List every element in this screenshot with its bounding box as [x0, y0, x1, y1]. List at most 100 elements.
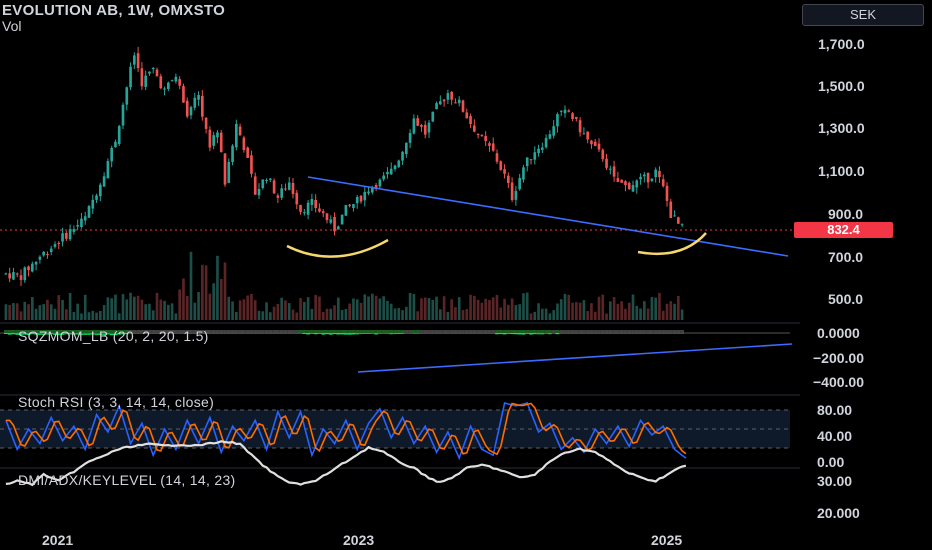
candle-body	[650, 178, 654, 182]
volume-bar	[624, 308, 627, 320]
squeeze-dot	[245, 330, 250, 333]
volume-bar	[355, 299, 359, 320]
squeeze-bar	[650, 333, 654, 334]
squeeze-dot	[502, 330, 507, 333]
squeeze-dot	[283, 330, 288, 333]
squeeze-dot	[600, 330, 605, 333]
volume-bar	[510, 298, 514, 320]
squeeze-bar	[272, 333, 276, 334]
volume-bar	[616, 303, 620, 320]
squeeze-bar	[600, 333, 605, 334]
squeeze-bar	[162, 333, 167, 334]
squeeze-dot	[294, 330, 299, 333]
squeeze-bar	[313, 332, 318, 335]
candle-body	[318, 208, 321, 212]
squeeze-bar	[661, 333, 666, 334]
volume-bar	[68, 292, 72, 320]
squeeze-dot	[211, 330, 216, 333]
squeeze-dot	[665, 330, 669, 333]
volume-bar	[216, 255, 219, 320]
squeeze-dot	[521, 330, 526, 333]
squeeze-dot	[638, 330, 643, 333]
squeeze-dot	[113, 330, 118, 333]
candle-body	[189, 107, 193, 116]
squeeze-trendline	[357, 343, 793, 373]
squeeze-dot	[517, 330, 522, 333]
squeeze-dot	[548, 330, 552, 333]
volume-bar	[155, 292, 159, 320]
squeeze-dot	[642, 330, 647, 333]
squeeze-dot	[582, 330, 586, 333]
candle-body	[287, 182, 291, 190]
candle-body	[544, 137, 548, 148]
volume-bar	[291, 309, 295, 320]
volume-bar	[129, 292, 132, 320]
candle-body	[185, 100, 189, 117]
volume-bar	[401, 310, 404, 320]
squeeze-dot	[279, 330, 284, 333]
squeeze-dot	[430, 330, 435, 333]
volume-bar	[597, 296, 601, 320]
squeeze-dot	[181, 330, 186, 333]
candle-body	[624, 181, 627, 186]
squeeze-dot	[491, 330, 496, 333]
candle-body	[601, 149, 605, 160]
candle-body	[578, 120, 582, 133]
squeeze-dot	[672, 330, 677, 333]
candle-body	[461, 100, 465, 112]
squeeze-dot	[151, 330, 156, 333]
squeeze-dot	[75, 330, 80, 333]
candle-body	[238, 126, 242, 136]
candle-body	[680, 224, 684, 226]
candle-body	[235, 123, 238, 148]
volume-bar	[518, 304, 521, 320]
squeeze-dot	[529, 330, 533, 333]
squeeze-bar	[442, 333, 446, 334]
last-price-label: 832.4	[794, 222, 893, 238]
volume-bar	[503, 298, 506, 320]
squeeze-dot	[608, 330, 613, 333]
squeeze-indicator-label[interactable]: SQZMOM_LB (20, 2, 20, 1.5)	[18, 328, 209, 344]
candle-body	[46, 254, 49, 256]
squeeze-dot	[366, 330, 371, 333]
squeeze-dot	[362, 330, 367, 333]
candle-body	[518, 177, 521, 190]
squeeze-bar	[219, 333, 224, 334]
squeeze-bar	[396, 332, 401, 334]
volume-bar	[567, 294, 571, 320]
currency-button[interactable]: SEK	[802, 4, 924, 26]
candle-body	[34, 261, 38, 265]
squeeze-dot	[276, 330, 280, 333]
volume-label[interactable]: Vol	[2, 18, 22, 34]
volume-bar	[578, 302, 582, 320]
symbol-title[interactable]: EVOLUTION AB, 1W, OMXSTO	[2, 2, 226, 19]
candle-body	[612, 166, 616, 177]
stoch-d-line	[5, 402, 687, 456]
squeeze-bar	[230, 333, 235, 334]
dmi-adx-label[interactable]: DMI/ADX/KEYLEVEL (14, 14, 23)	[18, 472, 236, 488]
volume-bar	[590, 303, 593, 320]
candle-body	[586, 131, 589, 140]
volume-bar	[605, 313, 608, 320]
candle-body	[329, 219, 333, 223]
squeeze-dot	[83, 330, 88, 333]
left-shoulder-arc	[286, 238, 389, 258]
squeeze-dot	[321, 330, 326, 333]
squeeze-dot	[347, 330, 352, 333]
candle-body	[265, 179, 268, 181]
candle-body	[197, 94, 200, 100]
volume-bar	[359, 302, 363, 320]
squeeze-bar	[140, 333, 144, 334]
squeeze-bar	[215, 333, 220, 334]
volume-bar	[593, 311, 597, 320]
squeeze-dot	[661, 330, 666, 333]
squeeze-bar	[294, 333, 299, 334]
candle-body	[4, 273, 8, 275]
squeeze-dot	[631, 330, 635, 333]
squeeze-bar	[340, 332, 344, 335]
squeeze-bar	[185, 333, 190, 334]
volume-bar	[386, 300, 389, 320]
stoch-rsi-label[interactable]: Stoch RSI (3, 3, 14, 14, close)	[18, 394, 215, 410]
volume-bar	[563, 293, 567, 320]
